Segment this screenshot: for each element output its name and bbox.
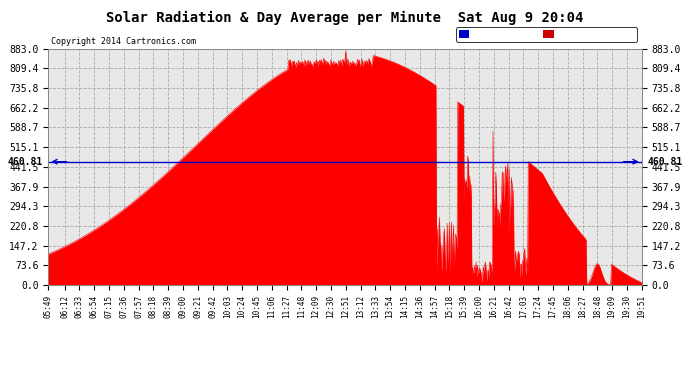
Text: 460.81: 460.81 xyxy=(648,157,683,167)
Text: Copyright 2014 Cartronics.com: Copyright 2014 Cartronics.com xyxy=(51,38,196,46)
Text: 460.81: 460.81 xyxy=(7,157,42,167)
Text: Solar Radiation & Day Average per Minute  Sat Aug 9 20:04: Solar Radiation & Day Average per Minute… xyxy=(106,11,584,26)
Legend: Median (w/m2), Radiation (w/m2): Median (w/m2), Radiation (w/m2) xyxy=(456,27,637,42)
